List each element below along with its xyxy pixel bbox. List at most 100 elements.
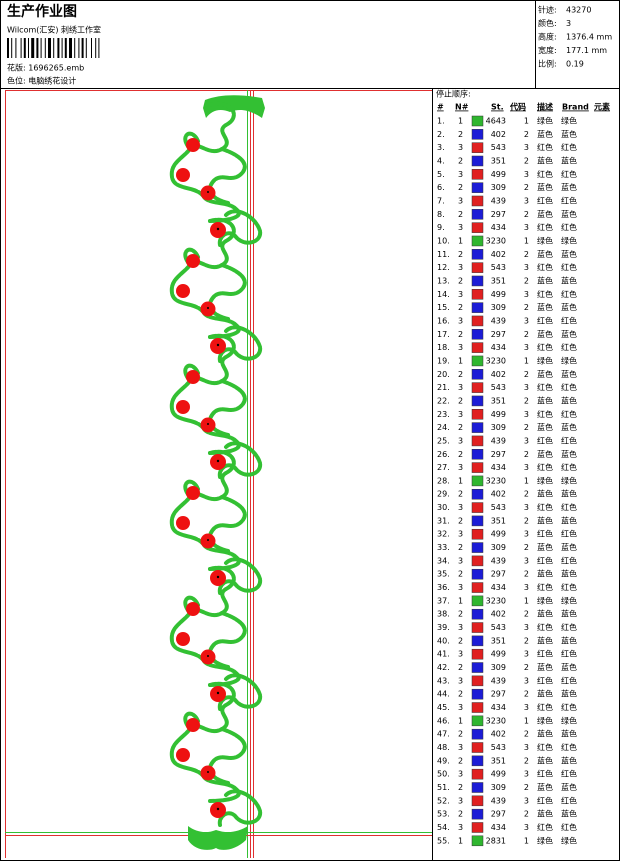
description: 蓝色 [537, 729, 553, 739]
stitches: 309 [491, 783, 506, 792]
brand: 红色 [561, 555, 577, 565]
color-swatch [471, 555, 484, 567]
table-title: 停止顺序: [436, 89, 471, 99]
code: 3 [524, 316, 529, 325]
description: 红色 [537, 502, 553, 512]
brand: 红色 [561, 435, 577, 445]
description: 红色 [537, 382, 553, 392]
color-swatch [471, 449, 484, 460]
stitches: 499 [491, 290, 506, 299]
stitches: 309 [491, 303, 506, 312]
description: 红色 [537, 342, 553, 352]
stitches: 351 [491, 756, 506, 765]
row-number: 38. [437, 610, 450, 619]
description: 红色 [537, 169, 553, 179]
column-header: 描述 [537, 102, 553, 112]
barcode-bar [98, 38, 100, 58]
barcode-bar [95, 38, 97, 58]
studio: Wilcom(汇安) 刺绣工作室 [7, 25, 101, 35]
row-number: 9. [437, 223, 445, 232]
color-swatch [471, 409, 484, 420]
stitches: 402 [491, 490, 506, 499]
row-number: 53. [437, 810, 450, 819]
needle: 3 [458, 770, 463, 779]
brand: 红色 [561, 649, 577, 659]
stitches: 434 [491, 583, 506, 592]
code: 2 [524, 330, 529, 339]
needle: 2 [458, 810, 463, 819]
stitches: 434 [491, 463, 506, 472]
stitches: 434 [491, 823, 506, 832]
stitches: 543 [491, 143, 506, 152]
description: 红色 [537, 582, 553, 592]
color-swatch [471, 142, 484, 153]
description: 蓝色 [537, 369, 553, 379]
row-number: 1. [437, 117, 445, 126]
description: 蓝色 [537, 302, 553, 312]
code: 3 [524, 383, 529, 392]
code: 1 [524, 236, 529, 245]
code: 2 [524, 516, 529, 525]
code: 2 [524, 450, 529, 459]
code: 2 [524, 156, 529, 165]
brand: 蓝色 [561, 275, 577, 285]
description: 绿色 [537, 116, 553, 126]
needle: 3 [458, 316, 463, 325]
row-number: 31. [437, 516, 450, 525]
needle: 2 [458, 690, 463, 699]
row-number: 47. [437, 730, 450, 739]
brand: 红色 [561, 742, 577, 752]
color-swatch [471, 195, 484, 207]
barcode-bar [31, 38, 35, 58]
code: 2 [524, 130, 529, 139]
code: 3 [524, 743, 529, 752]
description: 红色 [537, 769, 553, 779]
stitches: 543 [491, 503, 506, 512]
code: 3 [524, 583, 529, 592]
info-label: 高度: [538, 32, 557, 42]
row-number: 39. [437, 623, 450, 632]
row-number: 3. [437, 143, 445, 152]
stitches: 297 [491, 210, 506, 219]
motif [169, 101, 263, 247]
code: 3 [524, 263, 529, 272]
stitches: 439 [491, 316, 506, 325]
color-swatch [471, 808, 484, 820]
stitches: 499 [491, 650, 506, 659]
stitches: 297 [491, 330, 506, 339]
color-swatch [471, 582, 484, 593]
stitches: 439 [491, 796, 506, 805]
description: 红色 [537, 675, 553, 685]
barcode-bar [48, 38, 51, 58]
design-file: 花版: 1696265.emb [7, 63, 84, 73]
code: 1 [524, 117, 529, 126]
code: 3 [524, 170, 529, 179]
description: 绿色 [537, 715, 553, 725]
row-number: 32. [437, 530, 450, 539]
color-swatch [471, 342, 484, 353]
bottom-ornament [188, 826, 248, 850]
stitches: 402 [491, 610, 506, 619]
stitches: 434 [491, 703, 506, 712]
brand: 红色 [561, 462, 577, 472]
stitches: 351 [491, 396, 506, 405]
stitches: 351 [491, 156, 506, 165]
needle: 2 [458, 370, 463, 379]
description: 红色 [537, 409, 553, 419]
stitches: 3230 [486, 596, 506, 605]
description: 红色 [537, 649, 553, 659]
description: 蓝色 [537, 275, 553, 285]
needle: 2 [458, 423, 463, 432]
needle: 3 [458, 170, 463, 179]
needle: 2 [458, 130, 463, 139]
code: 3 [524, 530, 529, 539]
column-header: St. [491, 103, 504, 112]
description: 蓝色 [537, 182, 553, 192]
needle: 1 [458, 716, 463, 725]
code: 1 [524, 476, 529, 485]
description: 红色 [537, 142, 553, 152]
stitches: 402 [491, 730, 506, 739]
color-swatch [471, 115, 484, 127]
needle: 2 [458, 396, 463, 405]
